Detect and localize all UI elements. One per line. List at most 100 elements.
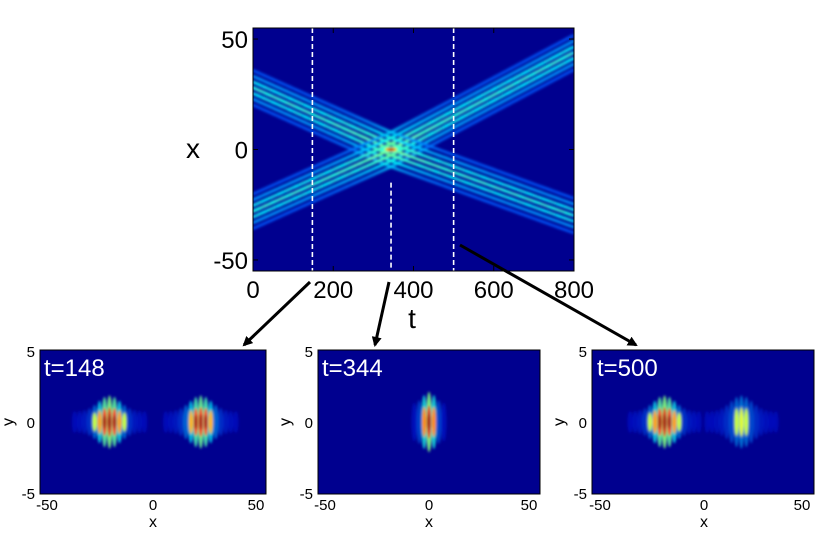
main-x-tick-label: 0: [246, 277, 259, 304]
fringe-core: [208, 410, 213, 434]
beam-spot: [570, 68, 574, 72]
beam-spot: [570, 231, 574, 234]
fringe: [86, 408, 93, 436]
panel-t148: t=148 5 0 -5 -50 0 50 x y: [0, 344, 267, 531]
fringe: [627, 411, 633, 433]
main-y-tick-label: 50: [221, 27, 248, 54]
main-x-tick-label: 200: [313, 277, 353, 304]
fringe: [681, 408, 687, 436]
fringe: [126, 408, 133, 436]
fringe-core: [647, 412, 652, 432]
fringe: [213, 404, 219, 440]
main-heatmap-marks: [253, 34, 574, 234]
fringe: [719, 408, 725, 436]
fringe: [163, 411, 169, 433]
panel-t500-y-axis-label: y: [551, 418, 568, 426]
fringe: [748, 400, 754, 444]
fringe: [223, 409, 229, 435]
fringe-core: [672, 410, 677, 434]
fringe: [704, 411, 710, 433]
panel-t344-xtick-right: 50: [521, 497, 538, 514]
fringe-core: [652, 410, 657, 434]
panel-t148-ytick-top: 5: [27, 344, 35, 361]
panel-t344: t=344 5 0 -5 -50 0 50 x y: [277, 344, 541, 531]
fringe-core: [97, 410, 102, 434]
fringe-peak: [668, 415, 671, 429]
panel-t500-frame: [591, 349, 815, 495]
beam-spot: [570, 45, 574, 49]
fringe: [768, 410, 774, 434]
fringe: [686, 409, 692, 435]
fringe: [723, 404, 730, 440]
panel-t344-xtick-mid: 0: [425, 497, 433, 514]
fringe: [714, 409, 720, 435]
fringe: [411, 402, 418, 442]
fringe: [416, 400, 423, 444]
beam-spot: [570, 57, 574, 60]
fringe-core: [188, 410, 193, 434]
arrow-to-panel-344: [371, 281, 391, 347]
panel-t344-ytick-mid: 0: [305, 415, 313, 432]
panel-t500-xtick-right: 50: [794, 497, 811, 514]
arrow-to-panel-500: [459, 243, 638, 347]
panel-t500-marks: [627, 395, 779, 449]
fringe-peak: [427, 413, 431, 431]
main-x-tick-label: 600: [474, 277, 514, 304]
fringe: [76, 410, 83, 434]
fringe-peak: [663, 414, 667, 430]
beam-spot: [570, 214, 574, 217]
panel-t148-marks: [71, 395, 239, 449]
fringe-peak: [658, 415, 662, 429]
panel-t344-marks: [411, 391, 447, 453]
fringe: [218, 408, 224, 436]
panel-t148-x-axis-label: x: [149, 514, 157, 531]
panel-t148-frame: [39, 349, 267, 495]
fringe-peak: [194, 415, 198, 429]
panel-t500-title: t=500: [597, 355, 658, 382]
panel-t148-ytick-mid: 0: [27, 415, 35, 432]
main-dashed-lines: [311, 28, 455, 271]
panel-t500-xtick-mid: 0: [700, 497, 708, 514]
panel-t344-ytick-top: 5: [305, 344, 313, 361]
fringe: [233, 411, 239, 433]
beam-spot: [570, 34, 574, 37]
main-y-axis-label: x: [186, 133, 200, 164]
panel-t500: t=500 5 0 -5 -50 0 50 x y: [551, 344, 815, 531]
fringe: [709, 410, 715, 434]
fringe-peak: [113, 415, 116, 429]
beam-spot: [570, 208, 574, 211]
fringe-peak: [199, 414, 203, 430]
fringe: [632, 410, 638, 434]
fringe-core: [92, 412, 97, 432]
beam-spot: [570, 225, 574, 229]
fringe: [173, 409, 179, 435]
fringe-core: [744, 407, 749, 437]
fringe: [136, 410, 143, 434]
panel-t344-title: t=344: [322, 355, 383, 382]
fringe: [131, 409, 138, 435]
panel-t500-ytick-bottom: -5: [574, 486, 587, 503]
fringe: [81, 409, 88, 435]
fringe: [183, 404, 189, 440]
fringe: [773, 411, 779, 433]
arrow-to-panel-148: [242, 280, 312, 347]
fringe: [637, 409, 643, 435]
fringe: [753, 404, 759, 440]
fringe: [71, 411, 78, 433]
panel-t148-xtick-left: -50: [36, 497, 58, 514]
panel-t500-x-axis-label: x: [700, 514, 708, 531]
fringe: [728, 400, 735, 444]
fringe-peak: [204, 415, 208, 429]
fringe: [141, 411, 148, 433]
main-y-tick-label: -50: [213, 248, 248, 275]
beam-spot: [570, 220, 574, 223]
beam-spot: [570, 40, 574, 43]
fringe: [696, 411, 702, 433]
panel-t344-ytick-bottom: -5: [300, 486, 313, 503]
fringe-core: [122, 412, 127, 432]
beam-spot: [570, 62, 574, 66]
fringe: [642, 408, 648, 436]
fringe-peak: [108, 414, 111, 430]
